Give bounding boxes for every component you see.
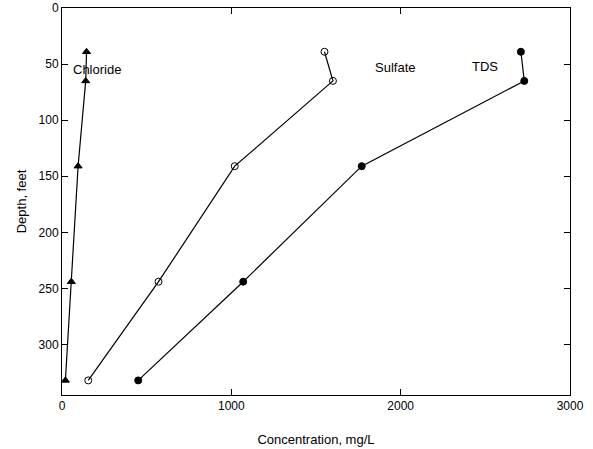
- svg-text:200: 200: [39, 226, 59, 240]
- svg-text:50: 50: [45, 57, 59, 71]
- svg-text:150: 150: [39, 169, 59, 183]
- svg-text:3000: 3000: [557, 399, 584, 413]
- svg-text:2000: 2000: [387, 399, 414, 413]
- svg-text:Concentration, mg/L: Concentration, mg/L: [257, 432, 374, 447]
- svg-text:1000: 1000: [218, 399, 245, 413]
- svg-text:0: 0: [52, 1, 59, 15]
- svg-text:0: 0: [59, 399, 66, 413]
- svg-text:300: 300: [39, 338, 59, 352]
- svg-text:Chloride: Chloride: [73, 62, 121, 77]
- svg-text:TDS: TDS: [472, 59, 498, 74]
- svg-text:250: 250: [39, 282, 59, 296]
- svg-text:Depth, feet: Depth, feet: [14, 169, 29, 233]
- svg-text:Sulfate: Sulfate: [375, 60, 415, 75]
- svg-text:100: 100: [39, 113, 59, 127]
